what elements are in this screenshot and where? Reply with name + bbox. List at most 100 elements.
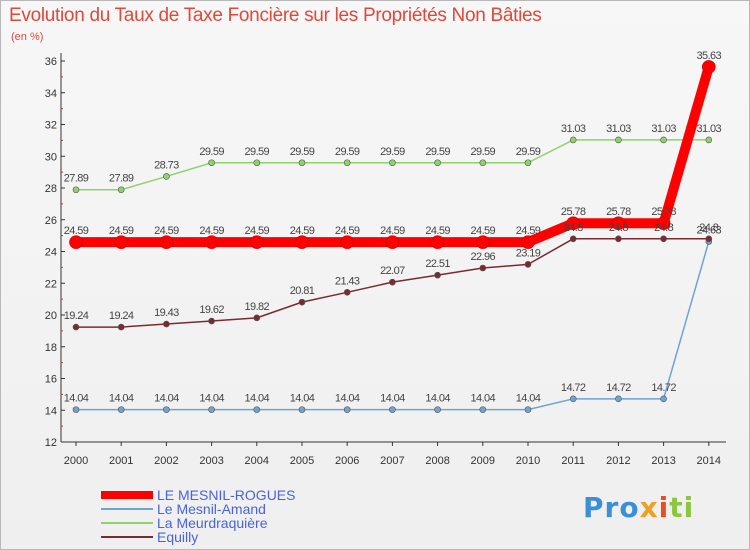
data-point bbox=[434, 271, 441, 279]
data-point bbox=[72, 186, 80, 194]
y-tick-label: 12 bbox=[45, 437, 57, 449]
x-tick-label: 2007 bbox=[380, 455, 404, 467]
data-point bbox=[204, 235, 219, 249]
data-label: 24.59 bbox=[471, 225, 496, 237]
data-point bbox=[615, 136, 622, 144]
series-3 bbox=[72, 235, 713, 331]
logo-part-3: i bbox=[658, 491, 670, 524]
data-label: 14.04 bbox=[245, 393, 270, 405]
data-point bbox=[343, 288, 351, 296]
data-point bbox=[389, 278, 396, 286]
data-label: 31.03 bbox=[651, 123, 676, 135]
x-tick-label: 2000 bbox=[64, 455, 88, 467]
data-point bbox=[389, 159, 396, 167]
logo-part-1: Pro bbox=[583, 491, 640, 524]
data-point bbox=[569, 136, 577, 144]
data-label: 29.59 bbox=[471, 146, 496, 158]
data-label: 29.59 bbox=[425, 146, 450, 158]
data-point bbox=[250, 235, 264, 249]
data-point bbox=[479, 264, 487, 272]
data-label: 24.59 bbox=[425, 225, 450, 237]
data-label: 14.72 bbox=[651, 382, 676, 394]
x-tick-label: 2010 bbox=[516, 455, 540, 467]
y-tick-label: 34 bbox=[45, 88, 57, 100]
data-point bbox=[163, 173, 170, 180]
x-tick-label: 2006 bbox=[335, 455, 359, 467]
data-point bbox=[430, 235, 445, 249]
data-point bbox=[615, 235, 622, 243]
data-label: 19.62 bbox=[199, 304, 224, 316]
data-label: 19.82 bbox=[245, 301, 270, 313]
x-tick-label: 2011 bbox=[561, 455, 585, 467]
x-tick-label: 2002 bbox=[154, 455, 178, 467]
data-label: 25.78 bbox=[651, 206, 676, 218]
x-tick-label: 2001 bbox=[109, 455, 133, 467]
data-label: 24.59 bbox=[109, 225, 134, 237]
data-point bbox=[298, 159, 306, 167]
data-point bbox=[117, 406, 125, 413]
legend-item: LE MESNIL-ROGUES bbox=[101, 487, 295, 503]
data-point bbox=[253, 159, 261, 167]
data-label: 24.59 bbox=[290, 225, 315, 237]
data-point bbox=[479, 159, 487, 167]
data-label: 29.59 bbox=[245, 146, 270, 158]
y-tick-label: 32 bbox=[45, 120, 57, 132]
data-label: 24.59 bbox=[335, 225, 360, 237]
data-point bbox=[521, 235, 535, 249]
data-label: 22.51 bbox=[425, 258, 450, 270]
data-point bbox=[660, 395, 667, 403]
data-label: 24.59 bbox=[516, 225, 541, 237]
data-label: 24.59 bbox=[199, 225, 224, 237]
data-point bbox=[615, 395, 622, 403]
data-label: 19.24 bbox=[64, 310, 89, 322]
data-label: 24.59 bbox=[245, 225, 270, 237]
legend-item: Equilly bbox=[101, 529, 198, 545]
legend-swatch bbox=[101, 522, 153, 524]
legend-label: La Meurdraquière bbox=[157, 515, 268, 531]
legend-swatch bbox=[101, 491, 153, 499]
data-label: 24.8 bbox=[654, 222, 673, 234]
legend-item: La Meurdraquière bbox=[101, 515, 268, 531]
data-point bbox=[295, 235, 309, 249]
data-label: 19.43 bbox=[154, 307, 179, 319]
data-label: 14.04 bbox=[199, 393, 224, 405]
data-label: 25.78 bbox=[561, 206, 586, 218]
chart-title: Evolution du Taux de Taxe Foncière sur l… bbox=[9, 5, 542, 26]
y-tick-label: 24 bbox=[45, 247, 57, 259]
data-label: 14.04 bbox=[425, 393, 450, 405]
data-point bbox=[343, 159, 351, 167]
legend-label: Equilly bbox=[157, 529, 199, 545]
y-tick-label: 20 bbox=[45, 310, 57, 322]
x-tick-label: 2013 bbox=[651, 455, 675, 467]
data-point bbox=[434, 159, 441, 167]
x-tick-label: 2009 bbox=[471, 455, 495, 467]
data-label: 35.63 bbox=[697, 50, 722, 62]
logo-part-2: x bbox=[639, 491, 659, 524]
proxiti-logo: Proxiti bbox=[583, 491, 694, 524]
data-point bbox=[524, 261, 532, 268]
data-point bbox=[479, 406, 487, 413]
legend-swatch bbox=[101, 536, 153, 538]
data-label: 29.59 bbox=[335, 146, 360, 158]
y-tick-label: 18 bbox=[45, 342, 57, 354]
data-point bbox=[660, 235, 667, 243]
data-point bbox=[163, 406, 170, 413]
data-point bbox=[159, 235, 174, 249]
data-label: 20.81 bbox=[290, 285, 315, 297]
data-point bbox=[660, 136, 667, 144]
data-label: 19.24 bbox=[109, 310, 134, 322]
data-label: 24.8 bbox=[699, 222, 718, 234]
data-label: 29.59 bbox=[516, 146, 541, 158]
data-point bbox=[117, 186, 125, 194]
data-point bbox=[298, 298, 306, 306]
data-label: 31.03 bbox=[561, 123, 586, 135]
y-tick-label: 26 bbox=[45, 215, 57, 227]
data-label: 22.07 bbox=[380, 265, 405, 277]
data-point bbox=[434, 406, 441, 413]
data-point bbox=[72, 406, 80, 413]
data-point bbox=[69, 235, 83, 249]
data-label: 31.03 bbox=[697, 123, 722, 135]
data-point bbox=[253, 406, 261, 413]
data-label: 29.59 bbox=[290, 146, 315, 158]
